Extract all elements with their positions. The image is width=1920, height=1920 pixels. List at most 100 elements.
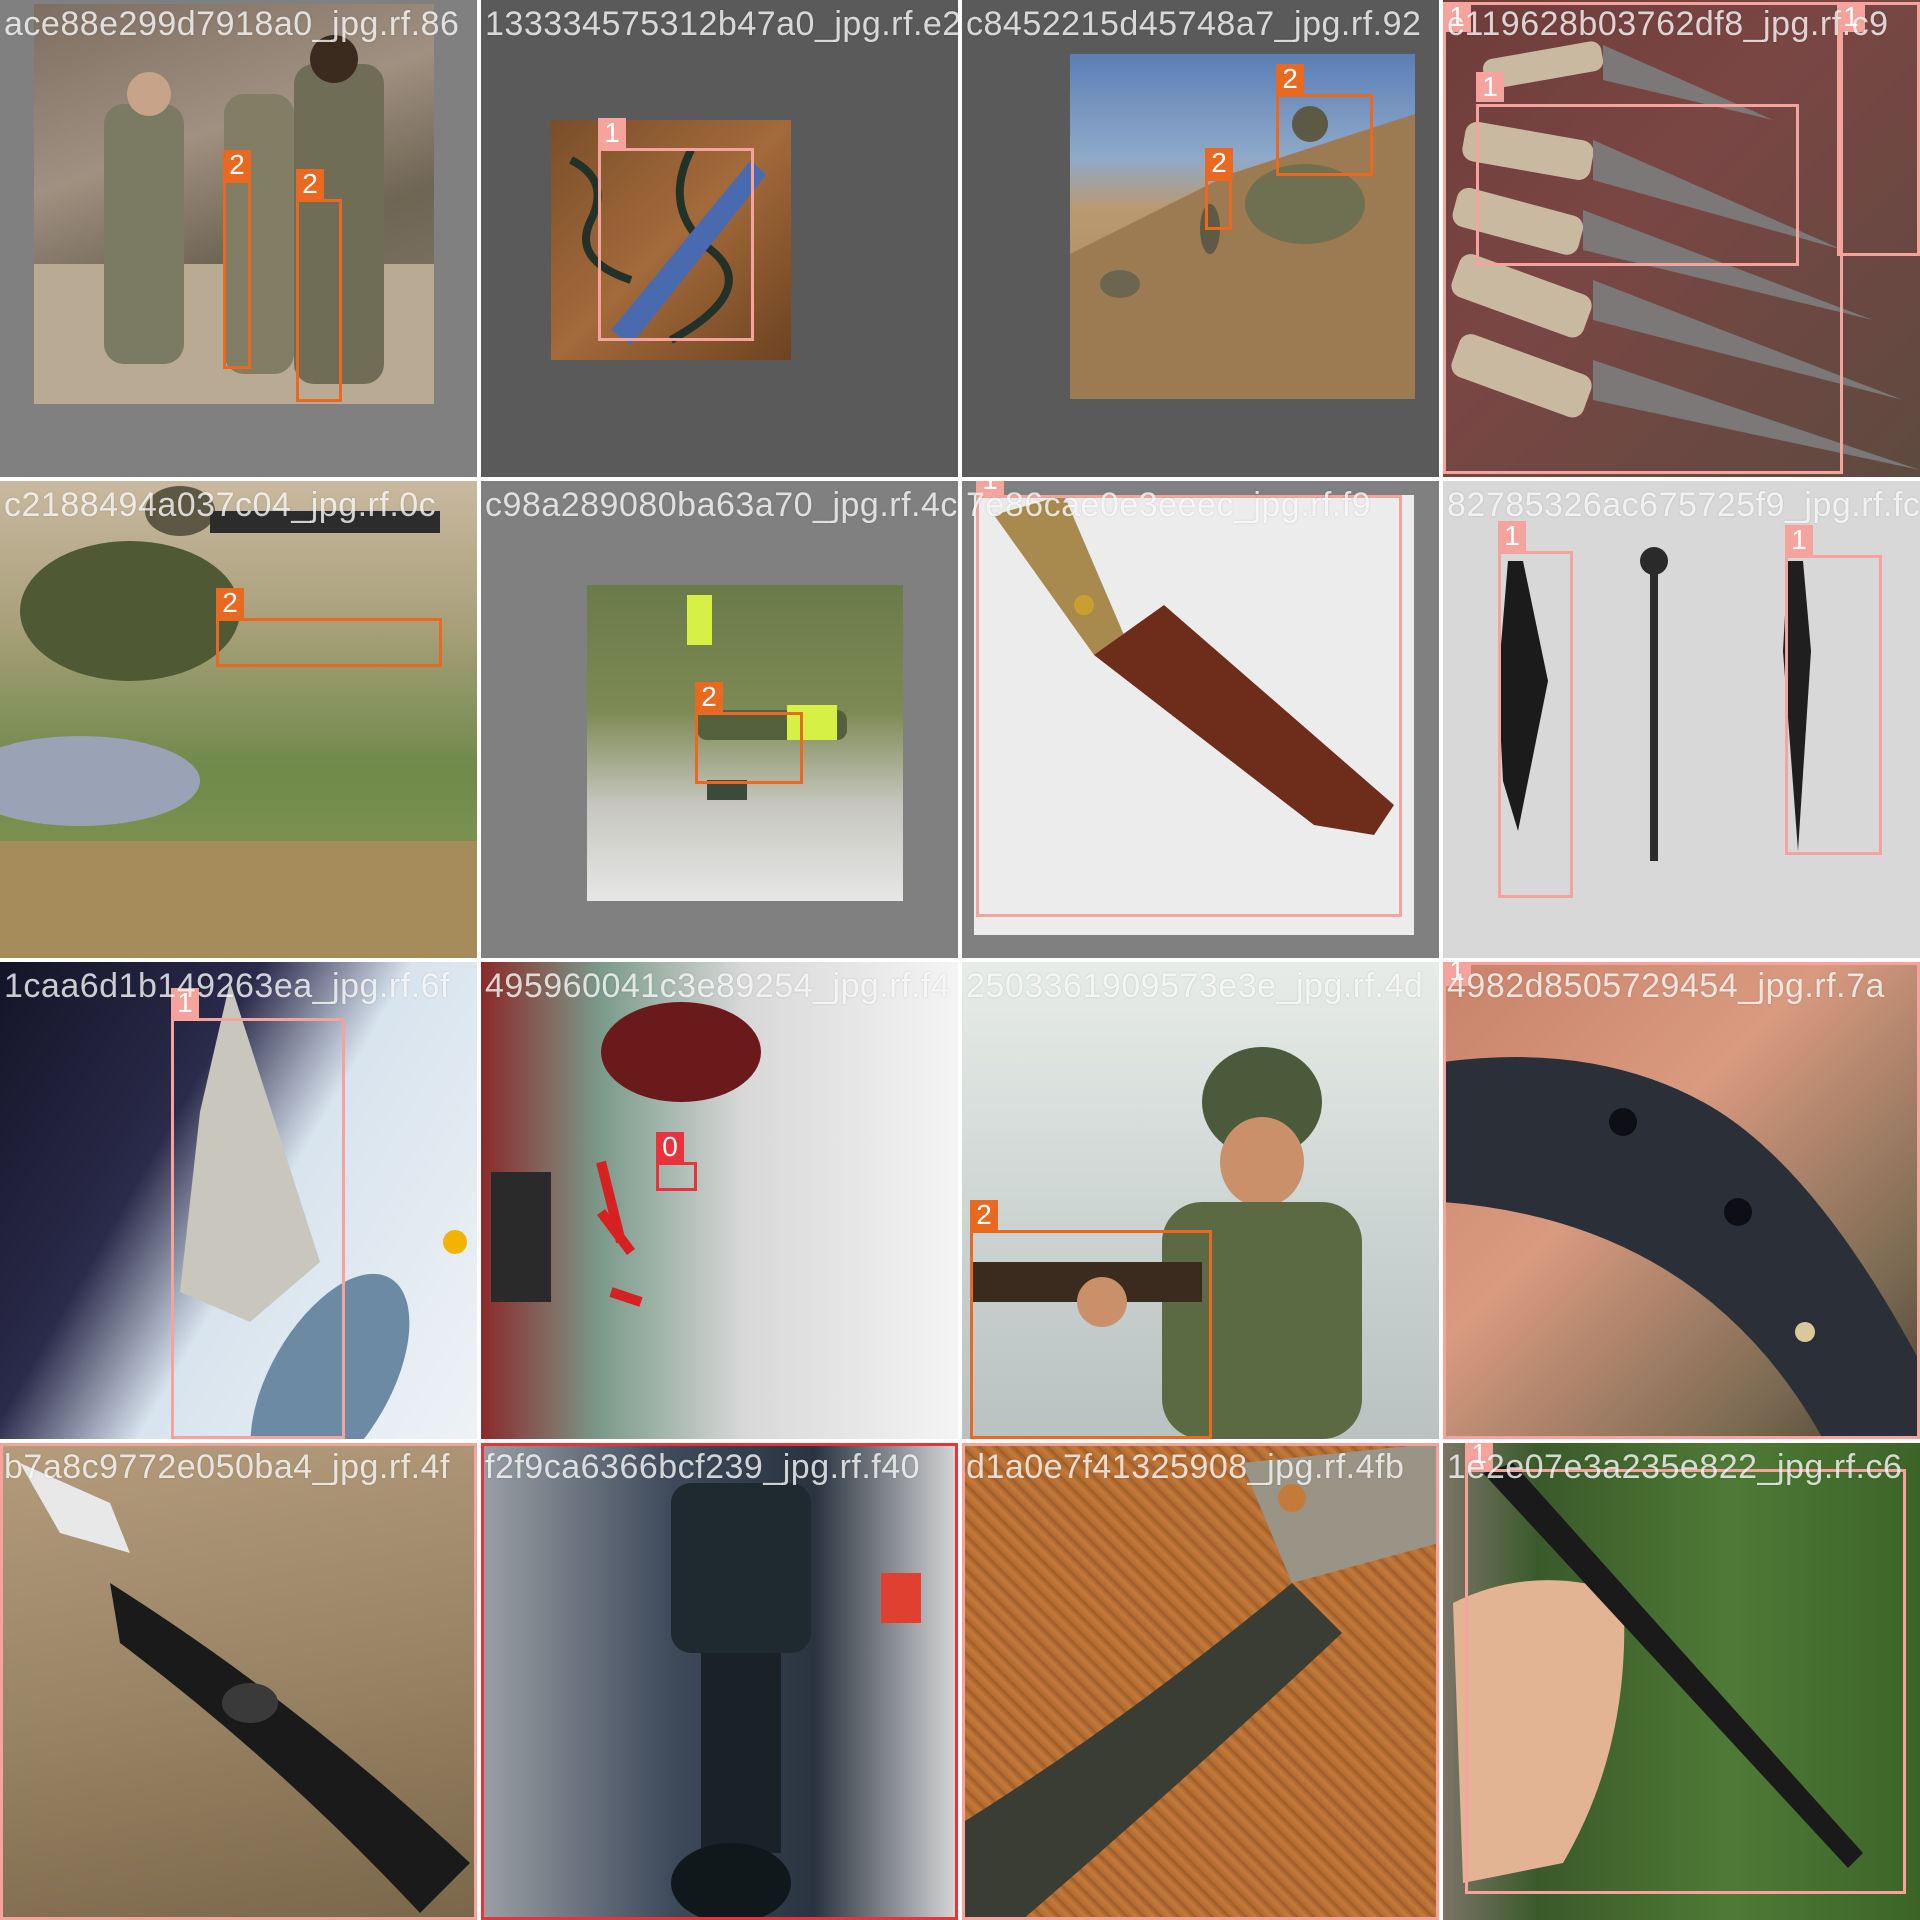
mosaic-tile: 2 2 ace88e299d7918a0_jpg.rf.86 bbox=[0, 0, 477, 477]
tile-filename: ace88e299d7918a0_jpg.rf.86 bbox=[4, 5, 460, 43]
scene-illustration bbox=[1498, 547, 1811, 861]
scene-illustration bbox=[994, 495, 1394, 835]
mosaic-tile: 2 2 c8452215d45748a7_jpg.rf.92 bbox=[962, 0, 1439, 477]
class-label: 2 bbox=[1276, 64, 1304, 94]
photo bbox=[0, 962, 477, 1439]
tile-filename: c119628b03762df8_jpg.rf.c9 bbox=[1447, 5, 1889, 43]
scene-illustration bbox=[34, 35, 434, 404]
photo bbox=[0, 481, 477, 958]
class-label: 1 bbox=[1443, 962, 1471, 986]
bounding-box bbox=[1498, 551, 1573, 898]
scene-illustration bbox=[491, 1002, 761, 1307]
tile-filename: 2503361909573e3e_jpg.rf.4d bbox=[966, 967, 1424, 1005]
class-label: 0 bbox=[656, 1132, 684, 1162]
mosaic-tile: 1 d1a0e7f41325908_jpg.rf.4fb bbox=[962, 1443, 1439, 1920]
photo bbox=[587, 585, 903, 901]
mosaic-tile: 1 133334575312b47a0_jpg.rf.e2 bbox=[481, 0, 958, 477]
mosaic-tile: 1 1 1 c119628b03762df8_jpg.rf.c9 bbox=[1443, 0, 1920, 477]
bounding-box bbox=[216, 618, 442, 667]
mosaic-tile: 1 b7a8c9772e050ba4_jpg.rf.4f bbox=[0, 1443, 477, 1920]
bounding-box bbox=[223, 180, 251, 369]
tile-filename: 1caa6d1b149263ea_jpg.rf.6f bbox=[4, 967, 450, 1005]
class-label: 2 bbox=[296, 169, 324, 199]
photo bbox=[974, 495, 1414, 935]
tile-filename: 133334575312b47a0_jpg.rf.e2 bbox=[485, 5, 958, 43]
class-label: 1 bbox=[976, 481, 1004, 495]
photo bbox=[1443, 962, 1920, 1439]
mosaic-tile: 2 c98a289080ba63a70_jpg.rf.4c bbox=[481, 481, 958, 958]
scene-illustration bbox=[20, 1463, 470, 1913]
bounding-box bbox=[1443, 962, 1920, 1439]
class-label: 1 bbox=[1476, 72, 1504, 102]
bounding-box bbox=[171, 1018, 345, 1439]
class-label: 1 bbox=[1465, 1443, 1493, 1469]
photo bbox=[1070, 54, 1415, 399]
bounding-box bbox=[1476, 104, 1799, 266]
bounding-box bbox=[296, 199, 342, 402]
class-label: 2 bbox=[216, 588, 244, 618]
bounding-box bbox=[1785, 555, 1882, 855]
class-label: 2 bbox=[970, 1200, 998, 1230]
scene-illustration bbox=[1443, 1057, 1920, 1439]
bounding-box bbox=[1465, 1469, 1906, 1894]
tile-filename: c8452215d45748a7_jpg.rf.92 bbox=[966, 5, 1422, 43]
bounding-box bbox=[481, 1443, 958, 1920]
class-label: 1 bbox=[1837, 2, 1865, 32]
bounding-box bbox=[1276, 94, 1373, 176]
bounding-box bbox=[1837, 2, 1920, 256]
mosaic-tile: 0 495960041c3e89254_jpg.rf.f4 bbox=[481, 962, 958, 1439]
bounding-box bbox=[1205, 178, 1232, 230]
scene-illustration bbox=[972, 1047, 1362, 1439]
tile-filename: b7a8c9772e050ba4_jpg.rf.4f bbox=[4, 1448, 450, 1486]
tile-filename: 4982d8505729454_jpg.rf.7a bbox=[1447, 967, 1885, 1005]
class-label: 2 bbox=[695, 682, 723, 712]
photo bbox=[481, 962, 958, 1439]
class-label: 1 bbox=[171, 988, 199, 1018]
class-label: 1 bbox=[1443, 2, 1471, 32]
tile-filename: 82785326ac675725f9_jpg.rf.fc bbox=[1447, 486, 1920, 524]
tile-filename: c98a289080ba63a70_jpg.rf.4c bbox=[485, 486, 958, 524]
scene-illustration bbox=[0, 486, 477, 958]
photo bbox=[962, 1443, 1439, 1920]
bounding-box bbox=[0, 1443, 477, 1920]
scene-illustration bbox=[1453, 1463, 1863, 1883]
class-label: 2 bbox=[223, 150, 251, 180]
scene-illustration bbox=[569, 148, 766, 345]
mosaic-tile: 1 7e86cae0e3eeec_jpg.rf.f9 bbox=[962, 481, 1439, 958]
scene-illustration bbox=[687, 595, 847, 800]
mosaic-tile: 2 c2188494a037c04_jpg.rf.0c bbox=[0, 481, 477, 958]
mosaic-tile: 1 1 82785326ac675725f9_jpg.rf.fc bbox=[1443, 481, 1920, 958]
mosaic-tile: 1 4982d8505729454_jpg.rf.7a bbox=[1443, 962, 1920, 1439]
mosaic-tile: 0 f2f9ca6366bcf239_jpg.rf.f40 bbox=[481, 1443, 958, 1920]
bounding-box bbox=[598, 148, 754, 341]
class-label: 1 bbox=[598, 118, 626, 148]
tile-filename: 495960041c3e89254_jpg.rf.f4 bbox=[485, 967, 951, 1005]
class-label: 1 bbox=[1785, 525, 1813, 555]
photo bbox=[1443, 1443, 1920, 1920]
photo bbox=[962, 962, 1439, 1439]
scene-illustration bbox=[962, 1443, 1439, 1920]
mosaic-tile: 1 1e2e07e3a235e822_jpg.rf.c6 bbox=[1443, 1443, 1920, 1920]
bounding-box bbox=[970, 1230, 1212, 1439]
tile-filename: f2f9ca6366bcf239_jpg.rf.f40 bbox=[485, 1448, 921, 1486]
bounding-box bbox=[976, 495, 1402, 917]
photo bbox=[1443, 481, 1920, 958]
photo bbox=[34, 4, 434, 404]
scene-illustration bbox=[1070, 106, 1415, 399]
class-label: 2 bbox=[1205, 148, 1233, 178]
class-label: 1 bbox=[1498, 521, 1526, 551]
mosaic-tile: 2 2503361909573e3e_jpg.rf.4d bbox=[962, 962, 1439, 1439]
scene-illustration bbox=[671, 1483, 921, 1920]
tile-filename: c2188494a037c04_jpg.rf.0c bbox=[4, 486, 437, 524]
photo bbox=[0, 1443, 477, 1920]
photo bbox=[481, 1443, 958, 1920]
bounding-box bbox=[1443, 2, 1843, 474]
tile-filename: 7e86cae0e3eeec_jpg.rf.f9 bbox=[966, 486, 1372, 524]
mosaic-tile: 1 1caa6d1b149263ea_jpg.rf.6f bbox=[0, 962, 477, 1439]
bounding-box bbox=[695, 712, 803, 784]
bounding-box bbox=[656, 1162, 697, 1191]
tile-filename: d1a0e7f41325908_jpg.rf.4fb bbox=[966, 1448, 1405, 1486]
bounding-box bbox=[962, 1443, 1439, 1920]
tile-filename: 1e2e07e3a235e822_jpg.rf.c6 bbox=[1447, 1448, 1903, 1486]
